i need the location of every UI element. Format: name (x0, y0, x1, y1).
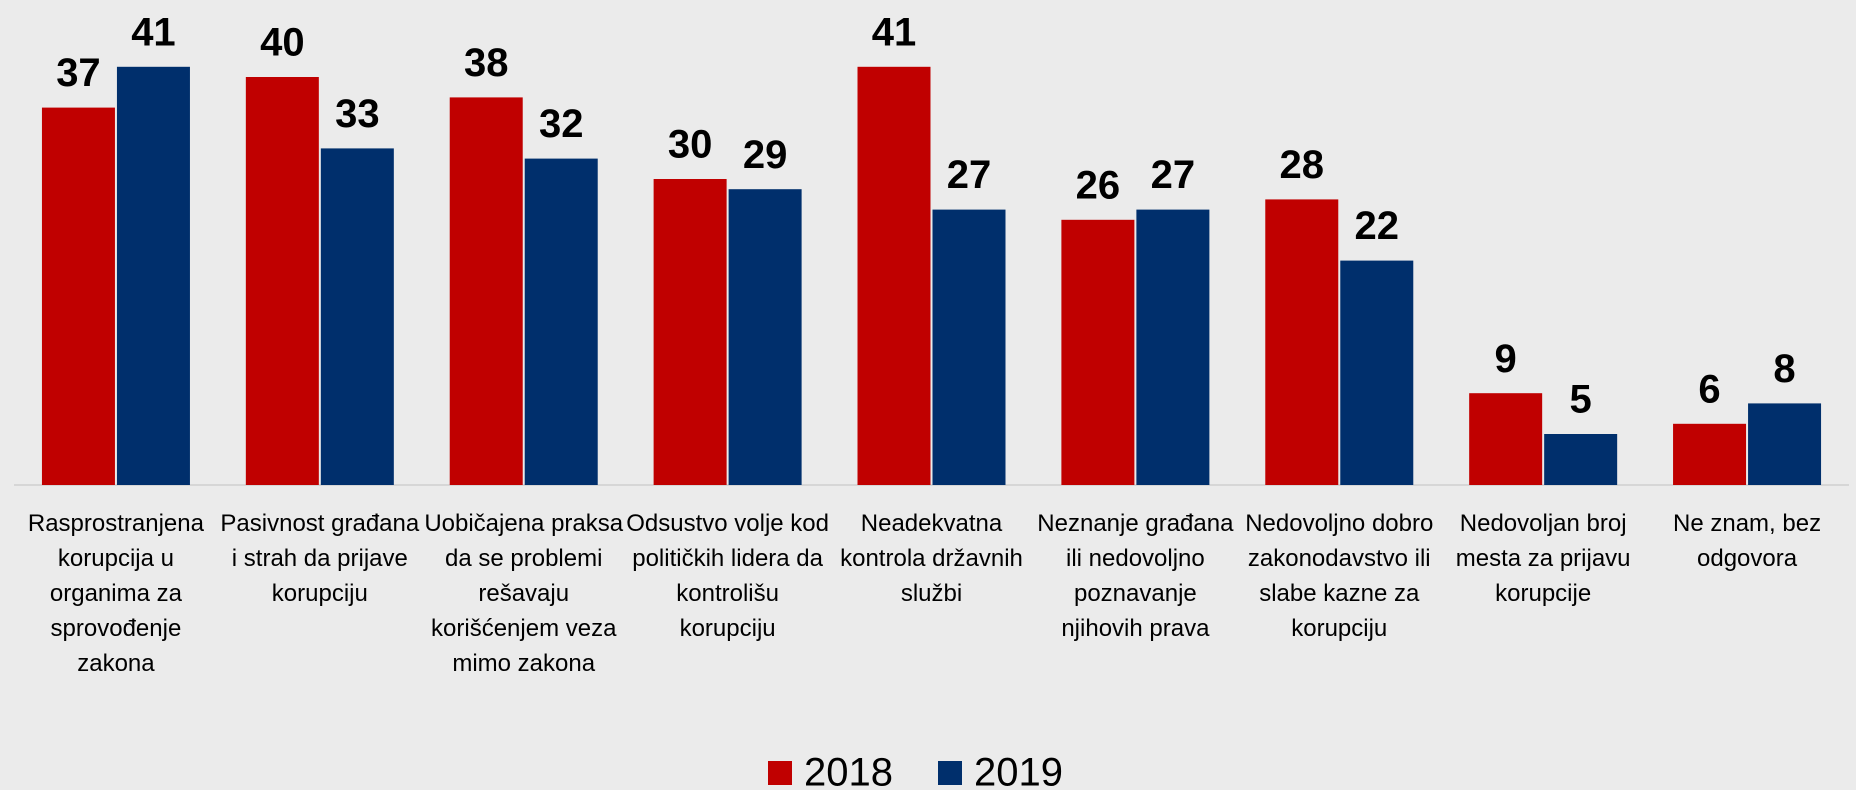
x-tick-label: Rasprostranjena korupcija u organima za … (27, 510, 204, 677)
bar (653, 179, 727, 485)
bar (116, 66, 190, 486)
bar (932, 209, 1006, 485)
bar (1544, 434, 1618, 485)
bar (524, 158, 598, 485)
data-label: 32 (539, 102, 584, 146)
x-tick-label: Neadekvatna kontrola državnih službi (840, 510, 1023, 607)
legend-swatch (938, 761, 962, 785)
legend-label: 2019 (974, 751, 1063, 790)
bar (1340, 260, 1414, 485)
data-label: 33 (335, 92, 380, 136)
x-tick-label: Ne znam, bez odgovora (1673, 510, 1822, 572)
x-tick-label: Uobičajena praksa da se problemi rešavaj… (424, 510, 624, 677)
data-label: 22 (1355, 204, 1400, 248)
x-tick-label: Nedovoljno dobro zakonodavstvo ili slabe… (1245, 510, 1434, 642)
data-label: 27 (947, 153, 992, 197)
legend-swatch (768, 761, 792, 785)
data-label: 5 (1570, 378, 1592, 422)
x-tick-label: Neznanje građana ili nedovoljno poznavan… (1037, 510, 1234, 642)
data-label: 29 (743, 133, 788, 177)
bar (1061, 219, 1135, 486)
data-label: 37 (56, 51, 101, 95)
data-label: 38 (464, 41, 509, 85)
data-label: 41 (131, 10, 176, 54)
data-label: 6 (1698, 367, 1720, 411)
data-label: 40 (260, 21, 305, 65)
bar (857, 66, 931, 486)
data-label: 8 (1773, 347, 1795, 391)
bar (1748, 403, 1822, 485)
x-tick-label: Pasivnost građana i strah da prijave kor… (220, 510, 420, 607)
data-label: 41 (872, 10, 917, 54)
x-tick-label: Nedovoljan broj mesta za prijavu korupci… (1455, 510, 1631, 607)
bar (245, 77, 319, 485)
bar (449, 97, 523, 486)
legend-label: 2018 (804, 751, 893, 790)
data-label: 28 (1280, 143, 1325, 187)
bar (1469, 393, 1543, 485)
data-label: 9 (1495, 337, 1517, 381)
data-label: 26 (1076, 163, 1121, 207)
data-label: 27 (1151, 153, 1196, 197)
bar (1136, 209, 1210, 485)
bar (320, 148, 394, 485)
bar (1265, 199, 1339, 485)
bar (41, 107, 115, 485)
x-tick-label: Odsustvo volje kod političkih lidera da … (626, 510, 829, 642)
data-label: 30 (668, 123, 713, 167)
bar (1673, 423, 1747, 485)
bar (728, 189, 802, 485)
